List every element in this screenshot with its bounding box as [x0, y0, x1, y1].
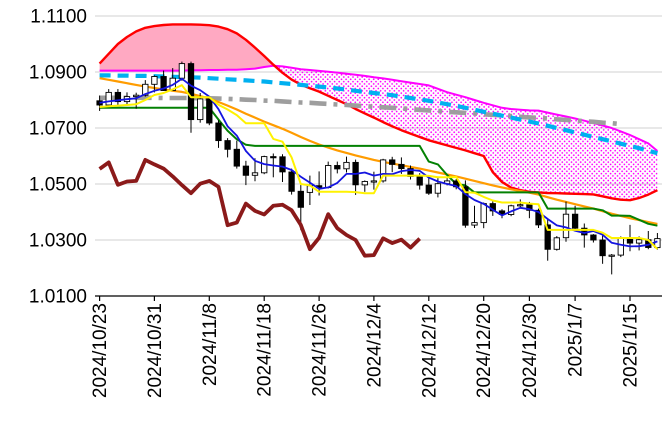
- x-axis-label: 2024/12/30: [520, 303, 541, 398]
- y-axis-label: 1.0700: [29, 119, 87, 140]
- x-axis-label: 2024/12/12: [419, 303, 440, 398]
- long-ma-gray-dashdot-line: [99, 95, 622, 127]
- x-axis-label: 2025/1/15: [621, 303, 642, 388]
- chikou-span-darkred-line: [98, 158, 422, 258]
- senkou-span-a-red-line: [98, 23, 658, 202]
- y-axis-label: 1.0900: [29, 63, 87, 84]
- x-axis-label: 2024/12/4: [364, 303, 385, 388]
- y-axis-label: 1.0500: [29, 175, 87, 196]
- tenkan-yellow-line: [99, 84, 659, 250]
- x-axis-label: 2024/12/20: [474, 303, 495, 398]
- y-axis-label: 1.0100: [29, 287, 87, 308]
- x-axis-label: 2024/11/8: [200, 303, 221, 386]
- ma5-blue-line: [99, 77, 658, 248]
- y-axis-label: 1.1100: [30, 7, 87, 28]
- x-axis-label: 2024/10/23: [90, 303, 111, 398]
- ichimoku-cloud: [99, 24, 658, 201]
- x-axis-label: 2024/11/18: [255, 303, 276, 397]
- y-axis-labels: 1.1100 1.0900 1.0700 1.0500 1.0300 1.0100: [29, 7, 87, 308]
- x-axis-label: 2024/10/31: [145, 303, 166, 398]
- y-axis-label: 1.0300: [29, 231, 87, 252]
- x-axis-label: 2025/1/7: [566, 303, 587, 377]
- cloud-bullish-region: [99, 24, 275, 71]
- x-axis-labels: 2024/10/23 2024/10/31 2024/11/8 2024/11/18 2…: [90, 303, 641, 399]
- x-axis-ticks: [98, 296, 631, 301]
- cloud-bearish-region: [274, 65, 658, 201]
- x-axis-label: 2024/11/26: [310, 303, 331, 397]
